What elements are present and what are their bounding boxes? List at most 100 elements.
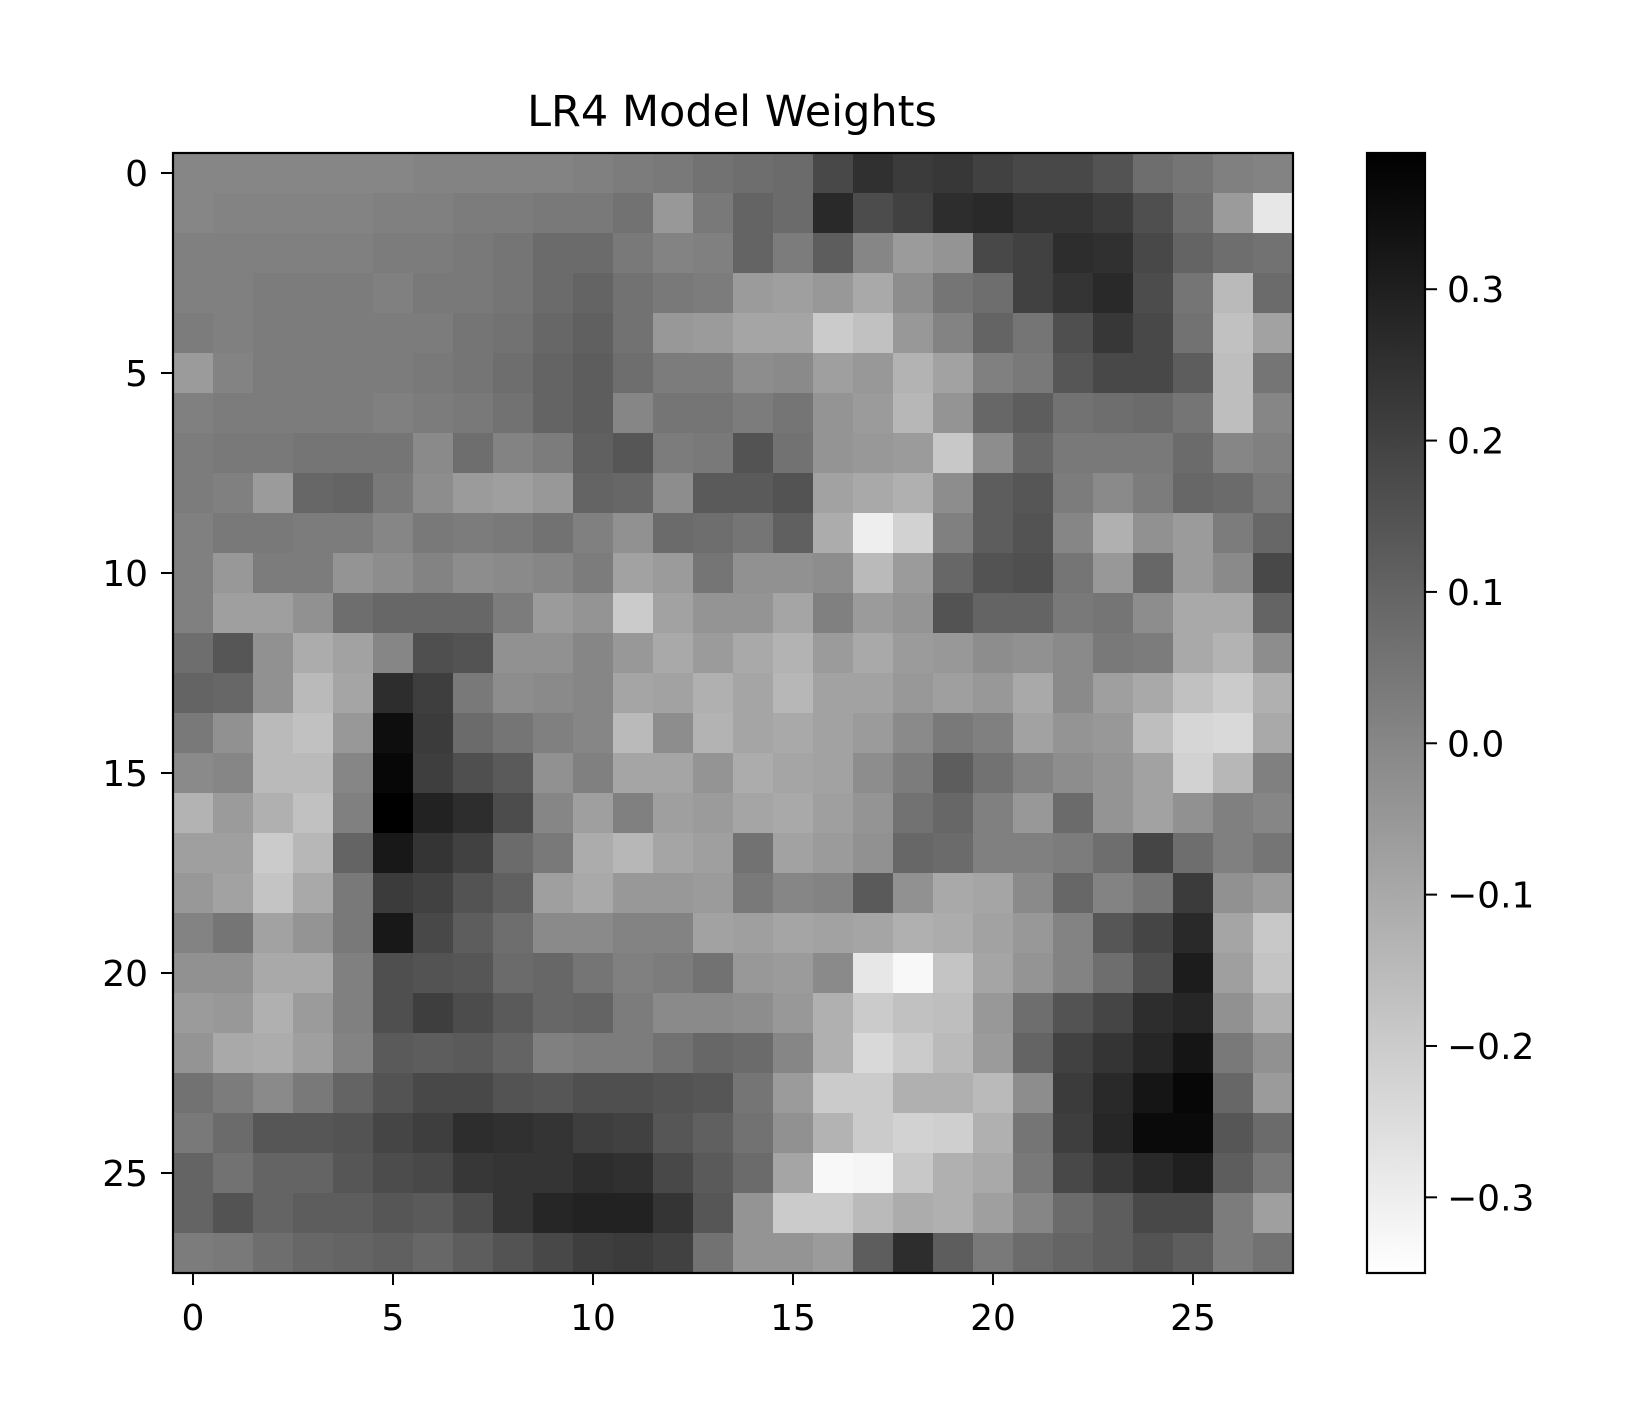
heatmap-cell: [853, 273, 894, 314]
heatmap-cell: [1213, 953, 1254, 994]
heatmap-cell: [893, 353, 934, 394]
heatmap-cell: [1133, 313, 1174, 354]
heatmap-cell: [653, 393, 694, 434]
heatmap-cell: [333, 313, 374, 354]
heatmap-cell: [373, 673, 414, 714]
heatmap-cell: [933, 873, 974, 914]
heatmap-cell: [173, 753, 214, 794]
heatmap-cell: [573, 593, 614, 634]
heatmap-cell: [1173, 673, 1214, 714]
heatmap-cell: [573, 393, 614, 434]
heatmap-cell: [253, 1153, 294, 1194]
heatmap-cell: [1173, 993, 1214, 1034]
heatmap-cell: [373, 473, 414, 514]
heatmap-cell: [653, 273, 694, 314]
heatmap-cell: [893, 633, 934, 674]
heatmap-cell: [373, 793, 414, 834]
heatmap-cell: [373, 633, 414, 674]
heatmap-cell: [573, 833, 614, 874]
heatmap-cell: [733, 1113, 774, 1154]
heatmap-cell: [773, 193, 814, 234]
heatmap-cell: [693, 473, 734, 514]
heatmap-cell: [813, 713, 854, 754]
heatmap-cell: [1053, 673, 1094, 714]
heatmap-cell: [293, 993, 334, 1034]
heatmap-cell: [333, 553, 374, 594]
heatmap-cell: [453, 593, 494, 634]
heatmap-cell: [933, 233, 974, 274]
heatmap-cell: [1093, 753, 1134, 794]
heatmap-cell: [333, 793, 374, 834]
heatmap-cell: [213, 1153, 254, 1194]
heatmap-cell: [893, 233, 934, 274]
heatmap-cell: [333, 913, 374, 954]
heatmap-cell: [253, 353, 294, 394]
heatmap-cell: [573, 313, 614, 354]
heatmap-cell: [1133, 953, 1174, 994]
heatmap-cell: [1213, 633, 1254, 674]
heatmap-cell: [693, 233, 734, 274]
heatmap-cell: [1173, 513, 1214, 554]
heatmap-cell: [653, 1153, 694, 1194]
heatmap-cell: [453, 433, 494, 474]
colorbar-tick-label: −0.1: [1447, 876, 1534, 917]
heatmap-cell: [813, 833, 854, 874]
heatmap-cell: [813, 193, 854, 234]
heatmap-cell: [533, 953, 574, 994]
heatmap-cell: [733, 393, 774, 434]
heatmap-cell: [1093, 1233, 1134, 1274]
heatmap-cell: [853, 1233, 894, 1274]
heatmap-cell: [893, 993, 934, 1034]
heatmap-cell: [1053, 513, 1094, 554]
heatmap-cell: [613, 953, 654, 994]
heatmap-cell: [653, 313, 694, 354]
heatmap-cell: [413, 473, 454, 514]
heatmap-cell: [213, 433, 254, 474]
heatmap-cell: [893, 1073, 934, 1114]
heatmap-cell: [893, 1193, 934, 1234]
heatmap-cell: [1173, 433, 1214, 474]
heatmap-cell: [1133, 473, 1174, 514]
heatmap-cell: [1013, 433, 1054, 474]
heatmap-cell: [373, 313, 414, 354]
heatmap-cell: [213, 233, 254, 274]
heatmap-cell: [533, 473, 574, 514]
heatmap-cell: [453, 273, 494, 314]
heatmap-cell: [693, 433, 734, 474]
heatmap-cell: [1253, 1153, 1294, 1194]
heatmap-cell: [1053, 793, 1094, 834]
heatmap-cell: [813, 913, 854, 954]
heatmap-cell: [293, 1113, 334, 1154]
heatmap-cell: [693, 633, 734, 674]
heatmap-cell: [1133, 193, 1174, 234]
heatmap-cell: [1093, 273, 1134, 314]
heatmap-cell: [413, 1113, 454, 1154]
heatmap-cell: [973, 833, 1014, 874]
heatmap-cell: [1173, 833, 1214, 874]
heatmap-cell: [1253, 1073, 1294, 1114]
heatmap-cell: [1133, 553, 1174, 594]
heatmap-cell: [653, 1073, 694, 1114]
heatmap-cell: [373, 593, 414, 634]
heatmap-cell: [813, 313, 854, 354]
heatmap-cell: [853, 593, 894, 634]
heatmap-cell: [653, 433, 694, 474]
heatmap-cell: [773, 313, 814, 354]
heatmap-cell: [533, 633, 574, 674]
heatmap-cell: [733, 193, 774, 234]
heatmap-cell: [613, 913, 654, 954]
heatmap-cell: [1173, 1113, 1214, 1154]
heatmap-cell: [1253, 633, 1294, 674]
heatmap-cell: [493, 473, 534, 514]
heatmap-cell: [853, 353, 894, 394]
heatmap-cell: [733, 793, 774, 834]
heatmap-cell: [933, 513, 974, 554]
heatmap-cell: [1013, 153, 1054, 194]
heatmap-cell: [1213, 193, 1254, 234]
heatmap-cell: [253, 313, 294, 354]
heatmap-cell: [173, 593, 214, 634]
heatmap-cell: [253, 433, 294, 474]
heatmap-cell: [453, 353, 494, 394]
heatmap-cell: [773, 1193, 814, 1234]
heatmap-cell: [1013, 713, 1054, 754]
